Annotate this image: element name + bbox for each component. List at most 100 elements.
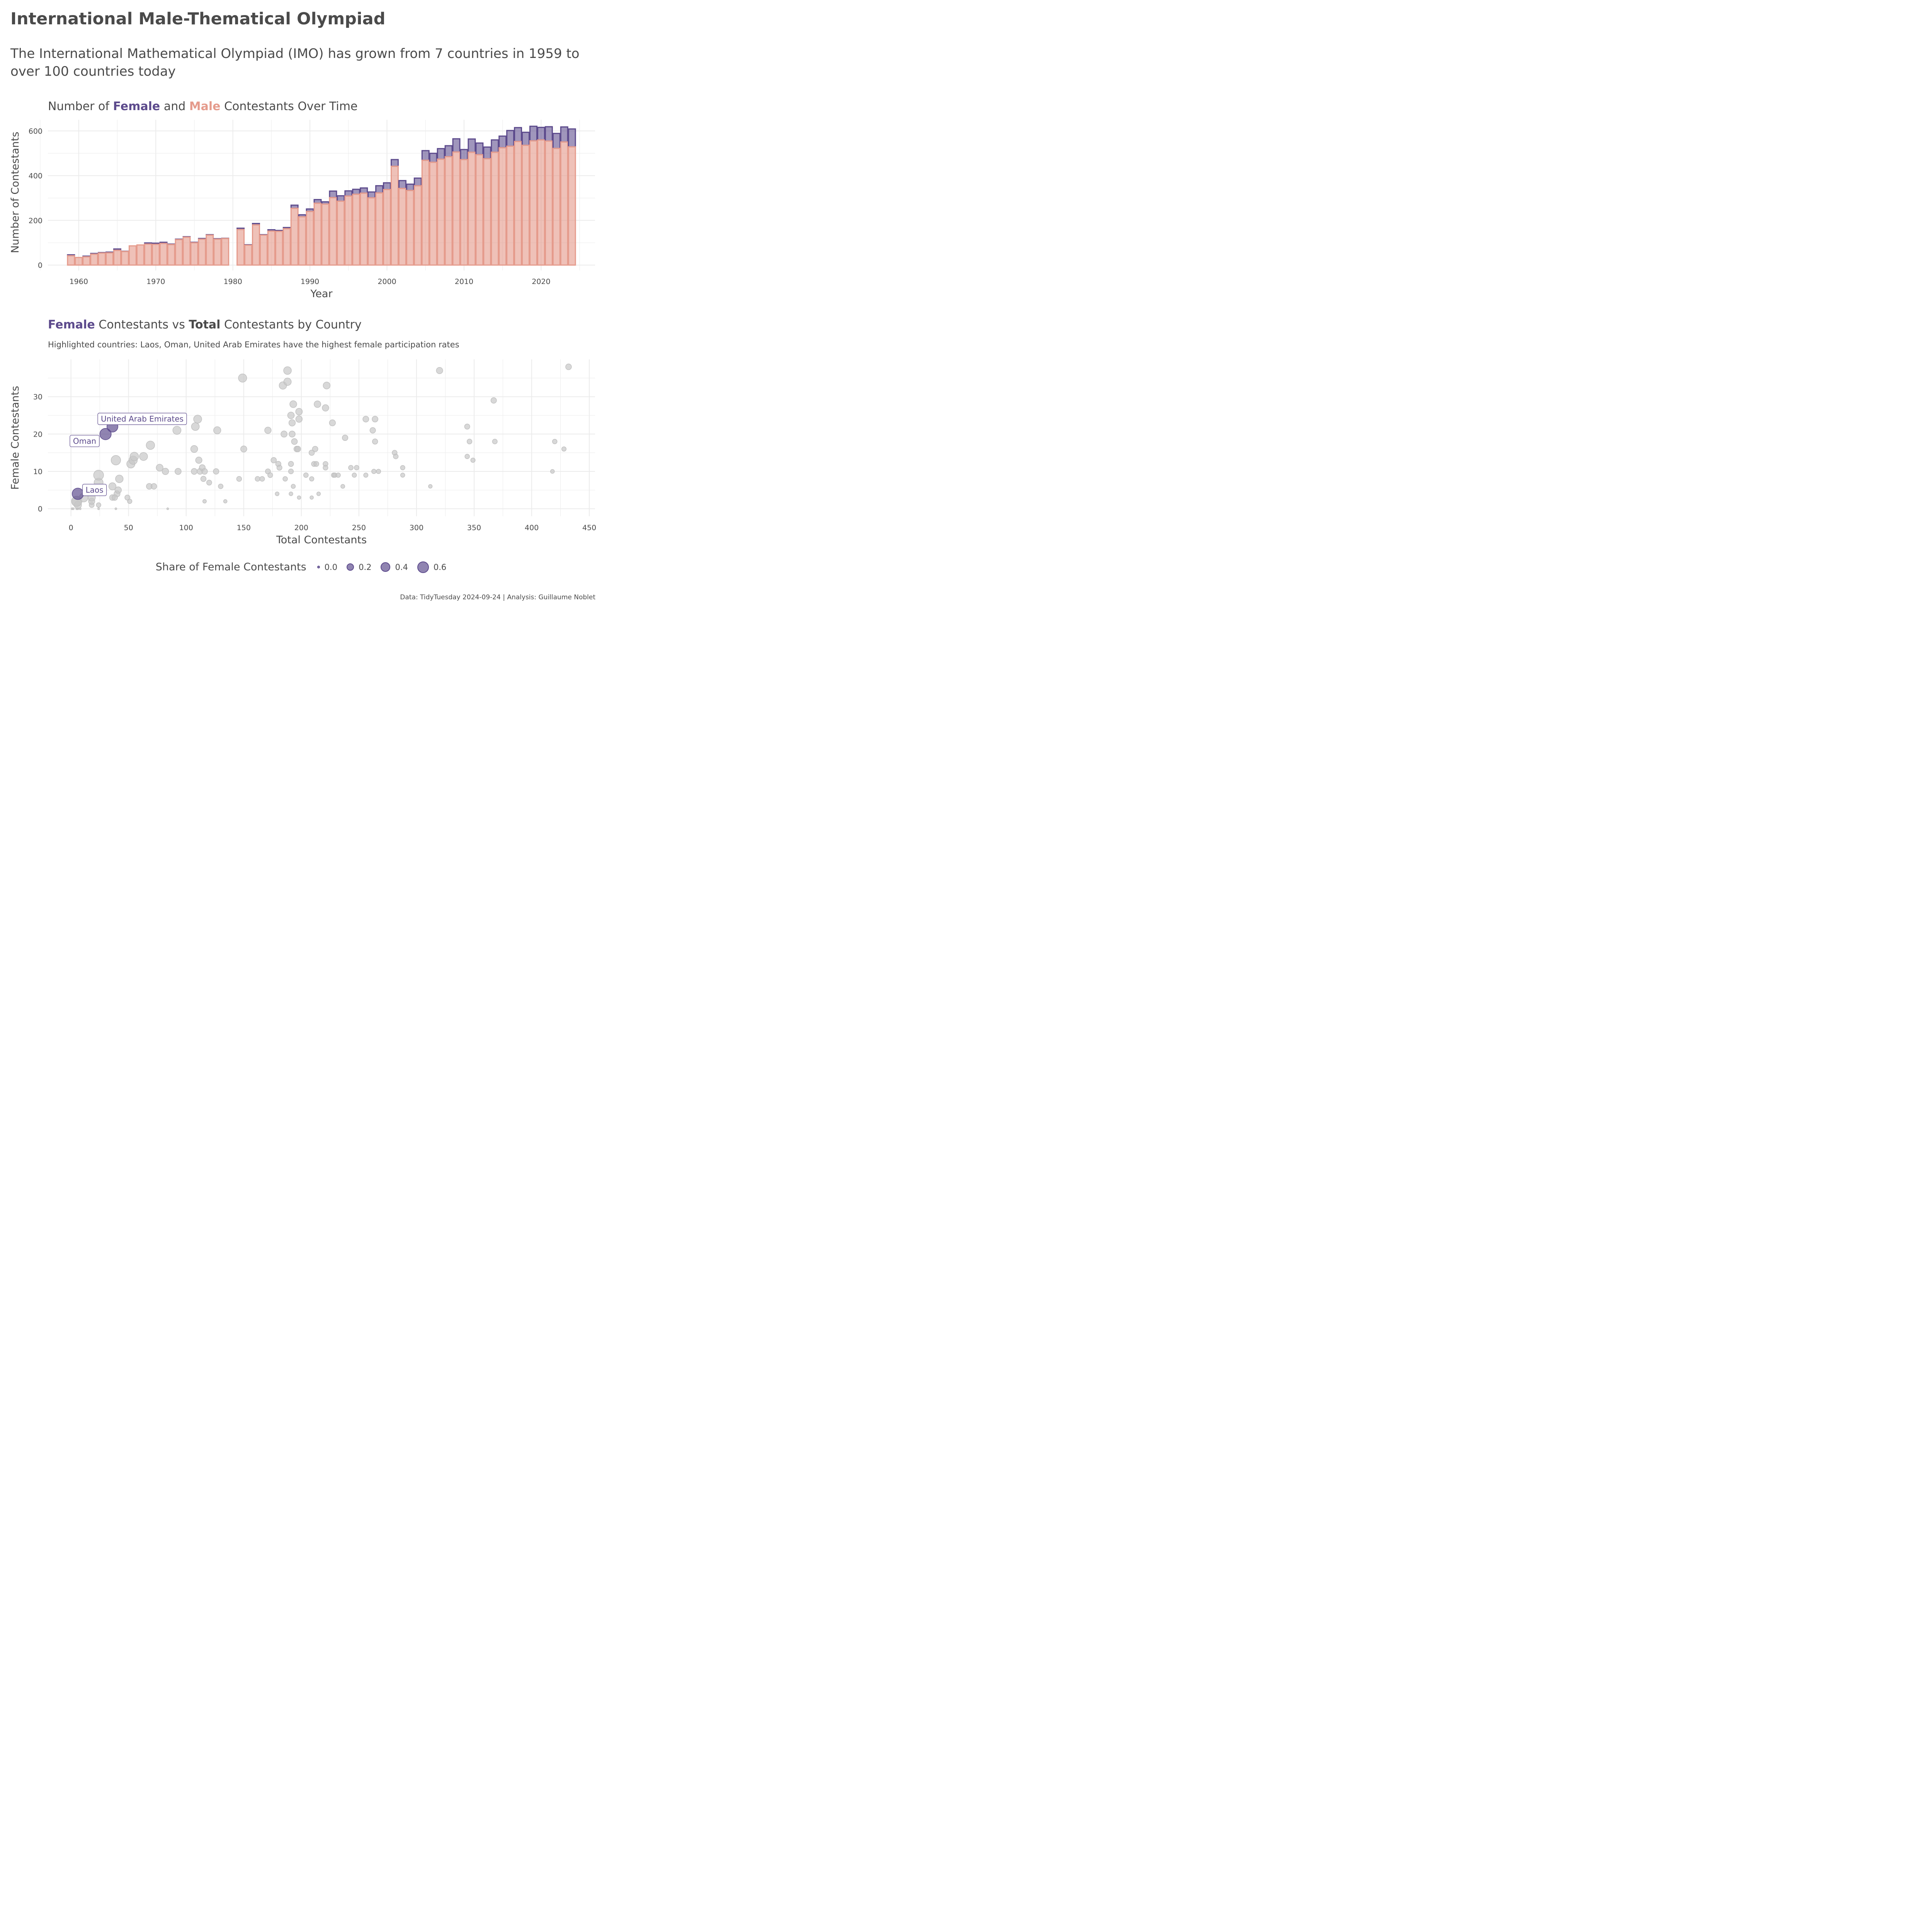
scatter-point (156, 464, 163, 472)
country-label-text: Laos (86, 485, 104, 495)
scatter-point (195, 456, 202, 464)
scatter-point (354, 465, 359, 471)
bar-male (98, 252, 106, 266)
bar-title-part: Number of (48, 100, 113, 113)
bar-female (514, 127, 522, 142)
legend-dot-icon (317, 566, 320, 568)
x-tick-label: 2010 (455, 277, 473, 286)
scatter-point (193, 415, 202, 423)
bar-male (544, 140, 553, 266)
scatter-point (295, 408, 303, 415)
x-tick-label: 350 (467, 524, 481, 532)
bar-male (159, 243, 168, 266)
scatter-panel-subtitle: Highlighted countries: Laos, Oman, Unite… (48, 340, 459, 349)
scatter-point (289, 430, 296, 438)
bar-female (529, 126, 537, 141)
scatter-point (72, 507, 75, 510)
bar-female (498, 135, 507, 148)
scatter-point (166, 507, 169, 510)
highlighted-point (99, 428, 112, 440)
scatter-point (561, 446, 567, 452)
scatter-point (275, 492, 280, 496)
scatter-point (206, 480, 212, 486)
scatter-point (565, 364, 572, 370)
scatter-point (282, 476, 288, 482)
bar-female (390, 159, 399, 167)
bar-male (437, 158, 445, 266)
bar-male (413, 185, 422, 266)
scatter-title-female: Female (48, 318, 95, 332)
scatter-point (175, 468, 182, 475)
scatter-point (400, 473, 405, 478)
scatter-point (314, 400, 321, 408)
main-subtitle: The International Mathematical Olympiad … (10, 46, 580, 79)
y-tick-label: 600 (29, 127, 43, 136)
bar-male (491, 151, 499, 266)
bar-female (360, 187, 368, 194)
legend-label: 0.2 (359, 562, 372, 572)
scatter-point (111, 494, 118, 501)
bar-female (413, 177, 422, 187)
bar-male (298, 216, 306, 266)
y-tick-label: 20 (33, 430, 43, 439)
scatter-point (97, 507, 100, 510)
scatter-point (490, 397, 497, 404)
bar-male (151, 243, 160, 266)
bar-male (236, 229, 245, 266)
scatter-panel-title: Female Contestants vs Total Contestants … (48, 318, 362, 332)
legend-item: 0.4 (381, 562, 408, 572)
scatter-point (288, 461, 294, 467)
scatter-point (294, 446, 301, 452)
scatter-point (190, 445, 198, 453)
bar-male (182, 236, 191, 266)
x-tick-label: 300 (410, 524, 423, 532)
scatter-point (393, 454, 399, 459)
bar-female (398, 180, 406, 189)
bar-male (444, 156, 453, 266)
bar-male (344, 195, 353, 266)
bar-male (206, 234, 214, 266)
bar-female (337, 195, 345, 202)
bar-male (506, 145, 515, 266)
bar-male (514, 141, 522, 266)
bar-female (475, 142, 484, 155)
scatter-point (139, 452, 148, 461)
legend-dot-icon (347, 563, 354, 571)
bar-title-part: and (160, 100, 189, 113)
scatter-point (96, 502, 101, 508)
scatter-point (108, 482, 117, 490)
bar-male (67, 255, 75, 266)
scatter-title-part: Contestants by Country (220, 318, 362, 332)
scatter-point (200, 476, 207, 482)
bar-title-part: Contestants Over Time (220, 100, 358, 113)
bar-female (352, 189, 361, 195)
scatter-title-part: Contestants vs (95, 318, 189, 332)
bar-male (560, 141, 568, 266)
scatter-point (309, 476, 315, 481)
bar-female (537, 127, 545, 141)
bar-male (128, 245, 137, 266)
y-axis-label: Number of Contestants (9, 132, 21, 253)
y-tick-label: 0 (38, 505, 43, 514)
scatter-point (202, 499, 207, 503)
scatter-point (111, 455, 121, 466)
y-tick-label: 30 (33, 393, 43, 401)
bar-male (367, 197, 376, 266)
legend-dot-icon (381, 562, 391, 572)
scatter-point (322, 404, 329, 412)
y-tick-label: 400 (29, 172, 43, 180)
scatter-point (323, 465, 328, 471)
scatter-point (340, 484, 345, 489)
scatter-point (464, 423, 470, 430)
x-tick-label: 450 (582, 524, 596, 532)
bar-male (144, 243, 152, 266)
bar-male (175, 239, 183, 266)
bar-male (329, 197, 337, 266)
bar-male (406, 190, 414, 266)
scatter-point (287, 412, 295, 419)
scatter-point (308, 449, 315, 456)
scatter-point (127, 498, 133, 504)
x-tick-label: 2000 (378, 277, 396, 286)
scatter-point (464, 454, 470, 459)
